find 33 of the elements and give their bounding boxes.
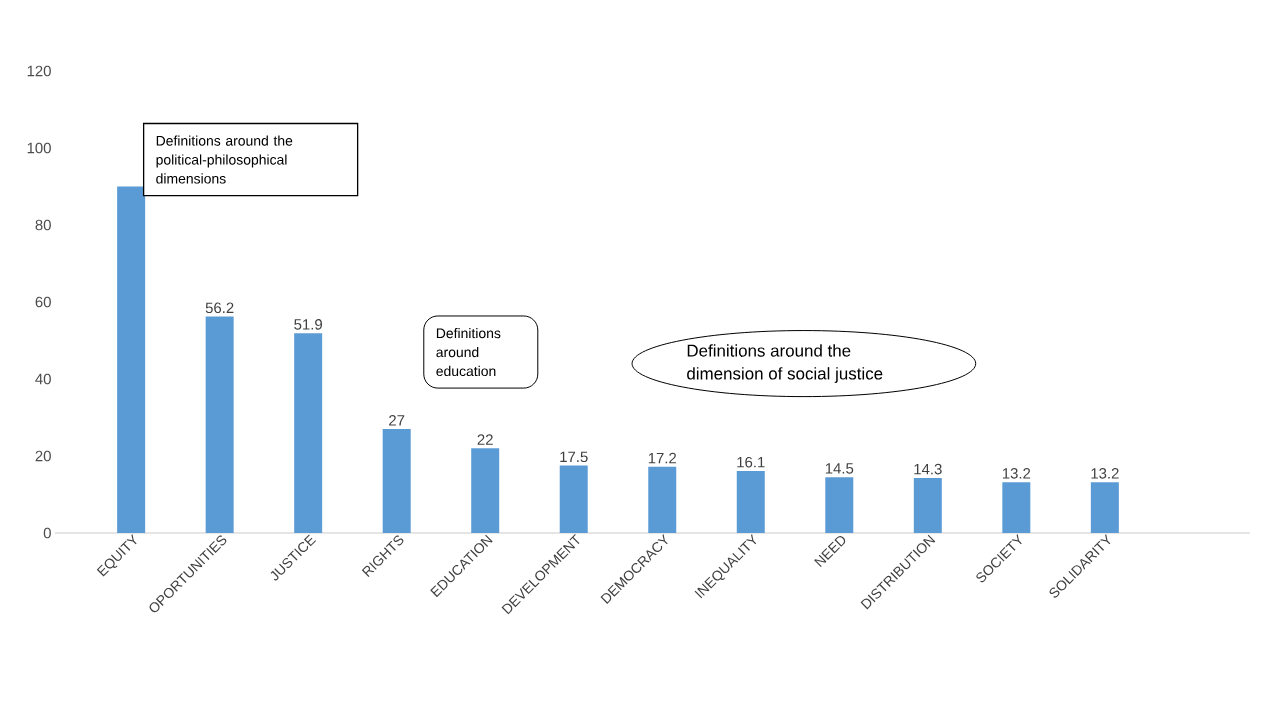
- annotation: Definitions around the political-philosophical dimensions: [156, 135, 293, 184]
- bar: [471, 448, 500, 533]
- data-label: 14.5: [825, 463, 854, 474]
- data-label: 16.1: [737, 456, 765, 468]
- bar: [1002, 482, 1031, 533]
- bar: [913, 477, 942, 533]
- data-label: 14.3: [914, 463, 942, 475]
- bar: [648, 466, 677, 533]
- bar: [294, 333, 323, 533]
- data-label: 13.2: [1002, 468, 1031, 479]
- bar: [205, 316, 234, 533]
- y-tick-label: 80: [35, 219, 51, 231]
- annotation: Definitions around education: [436, 327, 501, 377]
- data-label: 22: [477, 434, 493, 445]
- data-label: 13.2: [1091, 468, 1119, 479]
- bar: [736, 471, 765, 533]
- y-tick-label: 100: [27, 142, 51, 154]
- y-tick-label: 40: [35, 373, 51, 385]
- y-tick-label: 120: [27, 65, 51, 77]
- data-label: 56.2: [205, 302, 234, 314]
- bar: [382, 429, 411, 533]
- bar: [825, 477, 854, 533]
- bar: [1090, 482, 1119, 533]
- y-tick-label: 20: [35, 450, 51, 462]
- annotation: Definitions around the dimension of social justice: [687, 344, 883, 383]
- data-label: 51.9: [294, 319, 322, 330]
- y-tick-label: 0: [43, 527, 51, 539]
- data-label: 17.5: [560, 451, 588, 463]
- bar: [117, 186, 146, 533]
- data-label: 17.2: [648, 452, 677, 464]
- bar: [559, 465, 588, 533]
- y-tick-label: 60: [35, 296, 51, 308]
- data-label: 27: [389, 415, 405, 426]
